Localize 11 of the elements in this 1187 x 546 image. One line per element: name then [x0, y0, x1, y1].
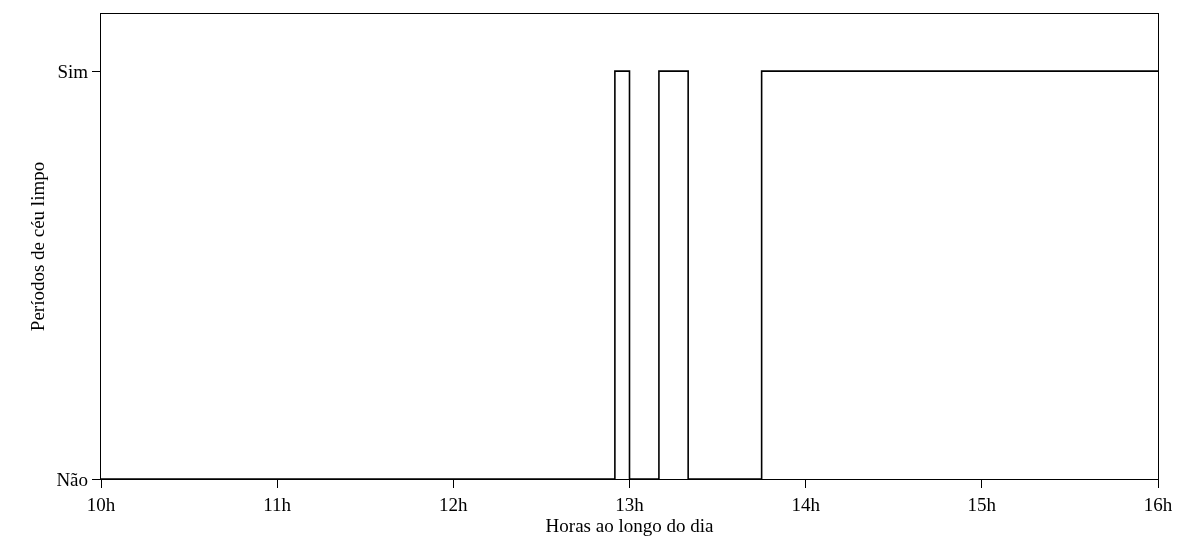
x-tick-label: 14h [791, 493, 821, 515]
x-axis-title: Horas ao longo do dia [545, 514, 714, 536]
x-tick-label: 16h [1143, 493, 1173, 515]
y-axis-title: Períodos de céu limpo [27, 161, 49, 332]
category-label: Não [56, 468, 89, 490]
x-tick-label: 11h [263, 493, 292, 515]
x-tick-label: 15h [967, 493, 997, 515]
x-tick-label: 10h [86, 493, 116, 515]
x-tick-label: 13h [615, 493, 645, 515]
category-label: Sim [57, 60, 89, 82]
x-tick-label: 12h [439, 493, 469, 515]
